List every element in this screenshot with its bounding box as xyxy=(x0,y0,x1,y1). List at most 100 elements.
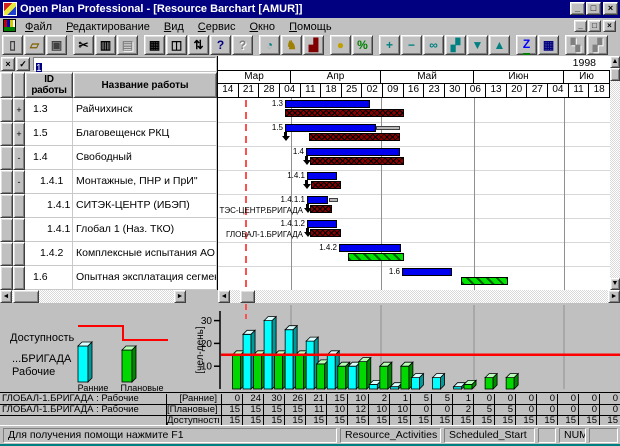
gantt-early-bar[interactable] xyxy=(285,100,370,108)
edit-accept-button[interactable]: ✓ xyxy=(16,57,30,71)
cost-button[interactable]: ● xyxy=(330,35,351,55)
row-selector[interactable] xyxy=(0,98,13,122)
gantt-early-bar[interactable] xyxy=(307,220,337,228)
row-selector[interactable] xyxy=(0,266,13,290)
link-activities-button[interactable]: ∞ xyxy=(423,35,444,55)
gantt-early-bar[interactable] xyxy=(339,244,401,252)
cell-activity-name[interactable]: Благовещенск РКЦ xyxy=(73,122,217,146)
edit-cancel-button[interactable]: × xyxy=(1,57,15,71)
gantt-scheduled-bar[interactable] xyxy=(348,253,404,261)
gantt-baseline-bar[interactable] xyxy=(311,181,341,189)
gantt-vscroll-thumb[interactable] xyxy=(610,68,620,81)
gantt-early-bar[interactable] xyxy=(285,124,376,132)
menu-item-3[interactable]: Сервис xyxy=(197,21,236,33)
row-selector[interactable] xyxy=(0,170,13,194)
row-expander[interactable] xyxy=(13,242,25,266)
panel-splitter[interactable] xyxy=(217,56,218,303)
cell-activity-name[interactable]: Опытная эксплатация сегмента xyxy=(73,266,217,290)
gantt-hscroll-left-icon[interactable]: ◄ xyxy=(218,290,230,303)
document-icon[interactable] xyxy=(3,19,16,32)
print-preview-button[interactable]: ◫ xyxy=(166,35,187,55)
screen-layout-button[interactable]: ▦ xyxy=(538,35,559,55)
move-down-button[interactable]: ▼ xyxy=(467,35,488,55)
cell-activity-name[interactable]: Монтажные, ПНР и ПрИ" xyxy=(73,170,217,194)
copy-button[interactable]: ▥ xyxy=(95,35,116,55)
minimize-button[interactable]: _ xyxy=(570,2,585,15)
cell-activity-name[interactable]: Глобал 1 (Наз. ТКО) xyxy=(73,218,217,242)
edit-input[interactable]: 1 xyxy=(33,57,216,74)
row-expander[interactable]: + xyxy=(13,122,25,146)
gantt-early-bar[interactable] xyxy=(402,268,452,276)
zoom-timescale-button[interactable]: Z xyxy=(516,35,537,55)
sort-button[interactable]: ⇅ xyxy=(188,35,209,55)
child-restore-button[interactable]: □ xyxy=(588,20,601,32)
cell-activity-name[interactable]: СИТЭК-ЦЕНТР (ИБЭП) xyxy=(73,194,217,218)
row-selector[interactable] xyxy=(0,218,13,242)
cell-activity-name[interactable]: Комплексные испытания АО xyxy=(73,242,217,266)
delete-activity-button[interactable]: − xyxy=(401,35,422,55)
gantt-baseline-bar[interactable] xyxy=(310,229,341,237)
help-button[interactable]: ? xyxy=(210,35,231,55)
row-selector[interactable] xyxy=(0,122,13,146)
resource-scheduling-button[interactable]: ♞ xyxy=(281,35,302,55)
row-selector[interactable] xyxy=(0,146,13,170)
cell-activity-id[interactable]: 1.4.2 xyxy=(25,242,73,266)
menu-item-4[interactable]: Окно xyxy=(249,21,276,33)
row-expander[interactable] xyxy=(13,194,25,218)
gantt-early-bar[interactable] xyxy=(307,196,328,204)
gantt-hscroll-right-icon[interactable]: ► xyxy=(608,290,620,303)
print-button[interactable]: ▦ xyxy=(144,35,165,55)
gantt-baseline-bar[interactable] xyxy=(310,205,332,213)
cell-activity-name[interactable]: Свободный xyxy=(73,146,217,170)
menu-item-2[interactable]: Вид xyxy=(163,21,184,33)
menu-item-0[interactable]: Файл xyxy=(25,21,53,33)
cell-activity-id[interactable]: 1.4.1 xyxy=(25,218,73,242)
menu-item-5[interactable]: Помощь xyxy=(289,21,332,33)
row-expander[interactable] xyxy=(13,218,25,242)
menu-item-1[interactable]: Редактирование xyxy=(66,21,150,33)
gantt-baseline-bar[interactable] xyxy=(285,109,404,117)
move-up-button[interactable]: ▲ xyxy=(489,35,510,55)
cut-button[interactable]: ✂ xyxy=(73,35,94,55)
grid-hscrollbar[interactable] xyxy=(0,290,186,303)
app-icon[interactable] xyxy=(3,2,17,16)
gantt-hscrollbar[interactable] xyxy=(218,290,620,303)
close-button[interactable]: × xyxy=(603,2,618,15)
gantt-vscroll-down-icon[interactable]: ▼ xyxy=(610,278,620,290)
cell-activity-id[interactable]: 1.4.1 xyxy=(25,194,73,218)
time-analysis-button[interactable]: ◔ xyxy=(259,35,280,55)
save-button[interactable]: ▣ xyxy=(46,35,67,55)
cell-activity-id[interactable]: 1.4 xyxy=(25,146,73,170)
add-activity-button[interactable]: + xyxy=(379,35,400,55)
gantt-early-bar[interactable] xyxy=(307,172,337,180)
histogram-view-button[interactable]: ▟ xyxy=(303,35,324,55)
gantt-scheduled-bar[interactable] xyxy=(461,277,508,285)
cell-activity-id[interactable]: 1.5 xyxy=(25,122,73,146)
row-expander[interactable]: + xyxy=(13,98,25,122)
unlink-activities-button[interactable]: ▞ xyxy=(445,35,466,55)
gantt-vscrollbar[interactable] xyxy=(610,56,620,290)
row-selector[interactable] xyxy=(0,242,13,266)
gantt-vscroll-up-icon[interactable]: ▲ xyxy=(610,56,620,68)
child-minimize-button[interactable]: _ xyxy=(574,20,587,32)
child-close-button[interactable]: × xyxy=(603,20,616,32)
row-expander[interactable]: - xyxy=(13,146,25,170)
row-expander[interactable]: - xyxy=(13,170,25,194)
new-document-button[interactable]: ▯ xyxy=(2,35,23,55)
row-expander[interactable] xyxy=(13,266,25,290)
grid-hscroll-thumb[interactable] xyxy=(13,290,39,303)
cell-activity-name[interactable]: Райчихинск xyxy=(73,98,217,122)
row-selector[interactable] xyxy=(0,194,13,218)
restore-button[interactable]: □ xyxy=(586,2,601,15)
cell-activity-id[interactable]: 1.6 xyxy=(25,266,73,290)
cell-activity-id[interactable]: 1.4.1 xyxy=(25,170,73,194)
grid-hscroll-right-icon[interactable]: ► xyxy=(174,290,186,303)
open-folder-button[interactable]: ▱ xyxy=(24,35,45,55)
cell-activity-id[interactable]: 1.3 xyxy=(25,98,73,122)
gantt-hscroll-thumb[interactable] xyxy=(240,290,255,303)
gantt-baseline-bar[interactable] xyxy=(310,157,404,165)
gantt-early-bar[interactable] xyxy=(306,148,400,156)
grid-hscroll-left-icon[interactable]: ◄ xyxy=(0,290,12,303)
gantt-baseline-bar[interactable] xyxy=(309,133,400,141)
percent-complete-button[interactable]: % xyxy=(352,35,373,55)
